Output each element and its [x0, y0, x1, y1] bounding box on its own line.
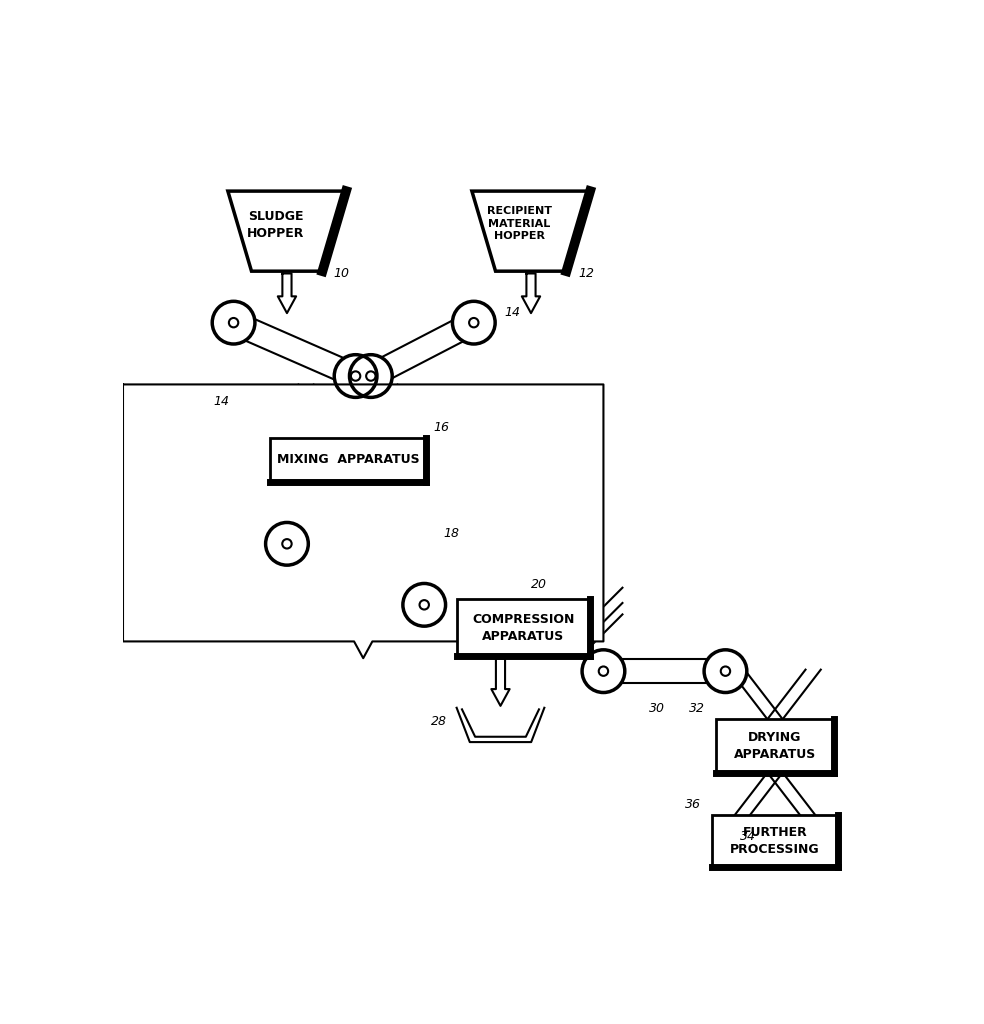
Circle shape: [402, 584, 446, 626]
Circle shape: [453, 301, 495, 344]
Text: DRYING
APPARATUS: DRYING APPARATUS: [734, 731, 816, 761]
Text: 16: 16: [434, 421, 450, 434]
Polygon shape: [766, 826, 784, 862]
Text: 14: 14: [505, 306, 521, 318]
Text: 12: 12: [578, 267, 594, 281]
Polygon shape: [491, 658, 510, 706]
Bar: [457, 599, 590, 656]
Text: 34: 34: [740, 829, 756, 843]
Text: FURTHER
PROCESSING: FURTHER PROCESSING: [730, 826, 820, 856]
Polygon shape: [277, 273, 296, 313]
Text: 28: 28: [431, 715, 447, 728]
Circle shape: [583, 650, 625, 692]
Circle shape: [349, 354, 393, 397]
Circle shape: [705, 650, 747, 692]
Text: COMPRESSION
APPARATUS: COMPRESSION APPARATUS: [472, 612, 575, 643]
Polygon shape: [123, 384, 603, 658]
Circle shape: [266, 522, 308, 565]
Polygon shape: [522, 273, 540, 313]
Text: RECIPIENT
MATERIAL
HOPPER: RECIPIENT MATERIAL HOPPER: [487, 206, 552, 241]
Text: 32: 32: [689, 702, 705, 716]
Circle shape: [335, 354, 377, 397]
Text: 10: 10: [334, 267, 350, 281]
Polygon shape: [228, 191, 346, 271]
Text: 18: 18: [444, 527, 460, 540]
Bar: [712, 815, 838, 867]
Text: 30: 30: [648, 701, 665, 715]
Circle shape: [213, 301, 255, 344]
Bar: [270, 438, 426, 482]
Text: MIXING  APPARATUS: MIXING APPARATUS: [277, 454, 419, 466]
Text: 20: 20: [531, 579, 547, 592]
Bar: [716, 719, 834, 772]
Text: SLUDGE
HOPPER: SLUDGE HOPPER: [247, 210, 304, 240]
Polygon shape: [472, 191, 590, 271]
Text: 36: 36: [685, 799, 701, 811]
Text: 14: 14: [214, 395, 230, 409]
